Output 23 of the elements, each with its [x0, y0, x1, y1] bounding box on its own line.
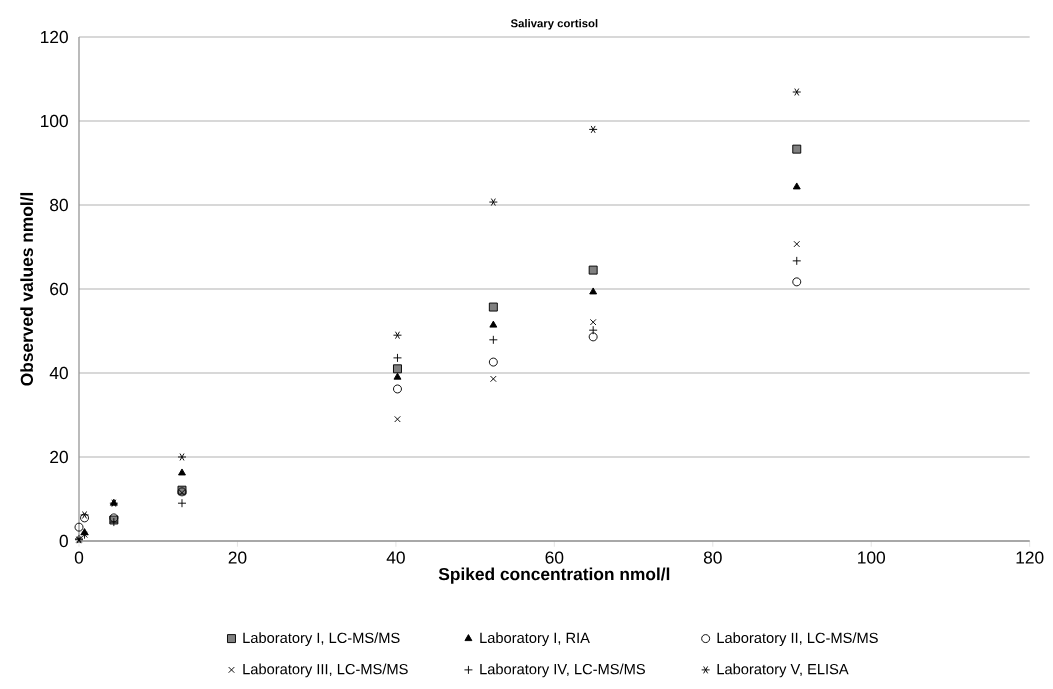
y-tick-label: 20 — [50, 450, 68, 464]
x-tick-label: 80 — [703, 551, 722, 564]
y-tick-label: 100 — [41, 114, 68, 128]
legend-label: Laboratory IV, LC-MS/MS — [480, 663, 645, 678]
x-tick-label: 20 — [228, 551, 247, 564]
chart-title: Salivary cortisol — [510, 19, 598, 30]
x-tick-label: 120 — [1016, 551, 1044, 564]
y-tick-label: 80 — [50, 198, 68, 212]
y-tick-label: 40 — [49, 366, 68, 380]
legend-label: Laboratory V, ELISA — [717, 663, 849, 678]
legend-label: Laboratory I, RIA — [480, 632, 590, 646]
legend-label: Laboratory III, LC-MS/MS — [243, 663, 408, 678]
x-tick-label: 60 — [545, 551, 564, 564]
legend-label: Laboratory I, LC-MS/MS — [243, 632, 400, 646]
y-axis-title: Observed values nmol/l — [20, 192, 34, 386]
x-axis-title: Spiked concentration nmol/l — [438, 567, 670, 584]
y-tick-label: 0 — [59, 534, 68, 548]
x-tick-label: 0 — [74, 551, 84, 564]
x-tick-label: 40 — [386, 551, 405, 564]
y-tick-label: 60 — [50, 282, 68, 296]
y-tick-label: 120 — [41, 30, 68, 44]
legend-label: Laboratory II, LC-MS/MS — [717, 632, 878, 646]
x-tick-label: 100 — [858, 551, 886, 564]
